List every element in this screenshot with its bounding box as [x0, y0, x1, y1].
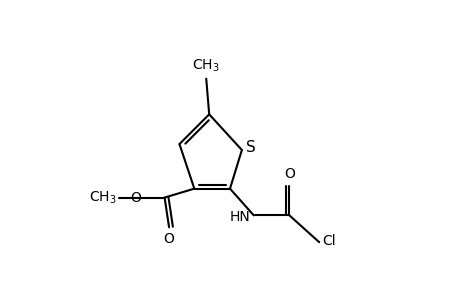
Text: HN: HN: [230, 210, 250, 224]
Text: CH$_3$: CH$_3$: [192, 58, 219, 74]
Text: Cl: Cl: [321, 234, 335, 248]
Text: O: O: [163, 232, 174, 246]
Text: O: O: [130, 190, 140, 205]
Text: O: O: [283, 167, 294, 181]
Text: CH$_3$: CH$_3$: [89, 189, 117, 206]
Text: S: S: [246, 140, 256, 154]
